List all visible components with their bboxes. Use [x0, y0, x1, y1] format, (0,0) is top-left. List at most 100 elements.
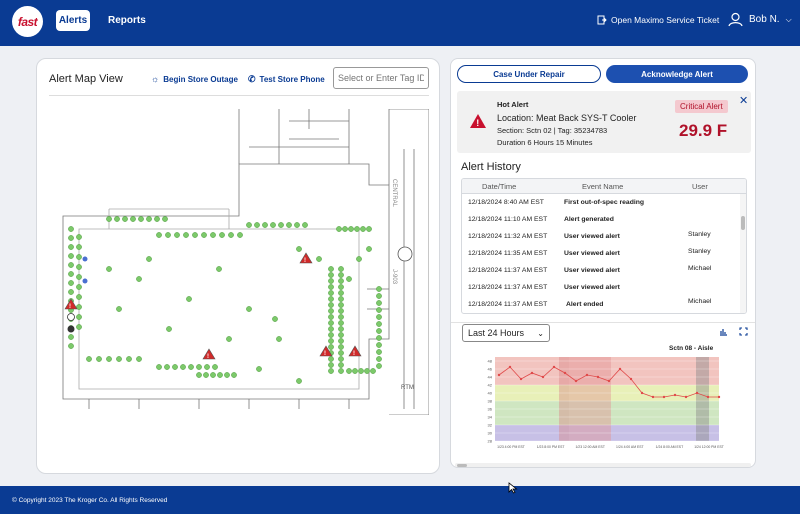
sensor-dot[interactable] [212, 364, 218, 370]
sensor-dot[interactable] [376, 342, 382, 348]
sensor-dot[interactable] [136, 276, 142, 282]
sensor-dot[interactable] [210, 232, 216, 238]
sensor-dot[interactable] [166, 326, 172, 332]
sensor-dot[interactable] [156, 364, 162, 370]
table-row[interactable]: 12/18/2024 11:32 AM EST User viewed aler… [462, 228, 746, 245]
data-point[interactable] [585, 373, 589, 377]
sensor-dot[interactable] [302, 222, 308, 228]
sensor-dot[interactable] [376, 328, 382, 334]
sensor-dot[interactable] [68, 244, 74, 250]
sensor-dot[interactable] [328, 290, 334, 296]
sensor-dot[interactable] [376, 321, 382, 327]
sensor-dot[interactable] [338, 350, 344, 356]
sensor-dot[interactable] [68, 289, 74, 295]
sensor-dot[interactable] [328, 296, 334, 302]
data-point[interactable] [574, 379, 578, 383]
sensor-dot[interactable] [136, 356, 142, 362]
sensor-dot[interactable] [122, 216, 128, 222]
chart-horizontal-scrollbar[interactable] [455, 463, 751, 467]
close-icon[interactable]: ✕ [739, 95, 749, 107]
sensor-dot[interactable] [201, 232, 207, 238]
sensor-dot[interactable] [106, 356, 112, 362]
sensor-dot[interactable] [96, 356, 102, 362]
sensor-dot[interactable] [76, 314, 82, 320]
bar-chart-icon[interactable] [719, 327, 728, 338]
sensor-dot[interactable] [106, 216, 112, 222]
sensor-dot[interactable] [146, 256, 152, 262]
sensor-dot[interactable] [376, 335, 382, 341]
data-point[interactable] [519, 377, 523, 381]
table-row[interactable]: 12/18/2024 11:37 AM EST Alert ended Mich… [462, 296, 746, 313]
sensor-dot[interactable] [76, 244, 82, 250]
sensor-dot[interactable] [76, 294, 82, 300]
data-point[interactable] [618, 367, 622, 371]
sensor-dot[interactable] [370, 368, 376, 374]
user-menu[interactable]: Bob N. ⌵ [728, 12, 792, 27]
sensor-dot[interactable] [328, 368, 334, 374]
scrollbar-thumb[interactable] [457, 464, 467, 467]
sensor-dot[interactable] [328, 308, 334, 314]
sensor-dot[interactable] [336, 226, 342, 232]
data-point[interactable] [662, 395, 666, 399]
status-marker-icon[interactable] [67, 313, 75, 321]
sensor-dot[interactable] [256, 366, 262, 372]
sensor-dot[interactable] [68, 235, 74, 241]
scrollbar-thumb[interactable] [741, 216, 745, 230]
alert-marker-icon[interactable]: ! [202, 348, 216, 360]
sensor-dot[interactable] [106, 266, 112, 272]
sensor-dot[interactable] [76, 284, 82, 290]
sensor-dot[interactable] [246, 306, 252, 312]
sensor-dot[interactable] [165, 232, 171, 238]
sensor-dot[interactable] [237, 232, 243, 238]
sensor-dot[interactable] [204, 364, 210, 370]
sensor-dot[interactable] [338, 344, 344, 350]
sensor-dot[interactable] [328, 302, 334, 308]
sensor-dot[interactable] [328, 314, 334, 320]
sensor-dot[interactable] [328, 278, 334, 284]
sensor-dot[interactable] [68, 253, 74, 259]
sensor-dot[interactable] [203, 372, 209, 378]
sensor-dot[interactable] [328, 284, 334, 290]
alert-marker-icon[interactable]: ! [64, 298, 78, 310]
sensor-dot[interactable] [246, 222, 252, 228]
data-point[interactable] [530, 371, 534, 375]
sensor-dot[interactable] [68, 262, 74, 268]
data-point[interactable] [717, 395, 721, 399]
sensor-dot[interactable] [270, 222, 276, 228]
sensor-dot[interactable] [328, 362, 334, 368]
begin-store-outage-button[interactable]: ☼ Begin Store Outage [151, 74, 238, 84]
sensor-dot[interactable] [348, 226, 354, 232]
sensor-dot[interactable] [376, 293, 382, 299]
sensor-dot[interactable] [278, 222, 284, 228]
sensor-dot[interactable] [338, 320, 344, 326]
sensor-dot[interactable] [114, 216, 120, 222]
sensor-dot[interactable] [328, 266, 334, 272]
sensor-dot[interactable] [226, 336, 232, 342]
sensor-dot[interactable] [210, 372, 216, 378]
sensor-dot[interactable] [116, 356, 122, 362]
data-point[interactable] [684, 395, 688, 399]
data-point[interactable] [651, 395, 655, 399]
sensor-dot[interactable] [338, 308, 344, 314]
sensor-dot[interactable] [116, 306, 122, 312]
temperature-chart[interactable]: 28 30 32 34 36 38 40 42 44 46 48 1/23 4:00 PM EST 1/… [451, 349, 756, 461]
sensor-dot[interactable] [126, 356, 132, 362]
sensor-dot[interactable] [196, 364, 202, 370]
sensor-dot[interactable] [338, 284, 344, 290]
fast-logo[interactable]: fast [12, 6, 43, 37]
sensor-dot[interactable] [76, 324, 82, 330]
sensor-dot[interactable] [328, 356, 334, 362]
sensor-dot[interactable] [86, 356, 92, 362]
sensor-dot[interactable] [352, 368, 358, 374]
data-point[interactable] [695, 391, 699, 395]
sensor-dot[interactable] [346, 276, 352, 282]
sensor-dot[interactable] [338, 278, 344, 284]
table-row[interactable]: 12/18/2024 11:10 AM EST Alert generated [462, 211, 746, 228]
sensor-dot[interactable] [296, 246, 302, 252]
expand-icon[interactable] [739, 327, 748, 338]
sensor-dot[interactable] [338, 266, 344, 272]
sensor-dot[interactable] [338, 356, 344, 362]
sensor-dot[interactable] [217, 372, 223, 378]
sensor-dot[interactable] [338, 362, 344, 368]
sensor-dot[interactable] [366, 246, 372, 252]
